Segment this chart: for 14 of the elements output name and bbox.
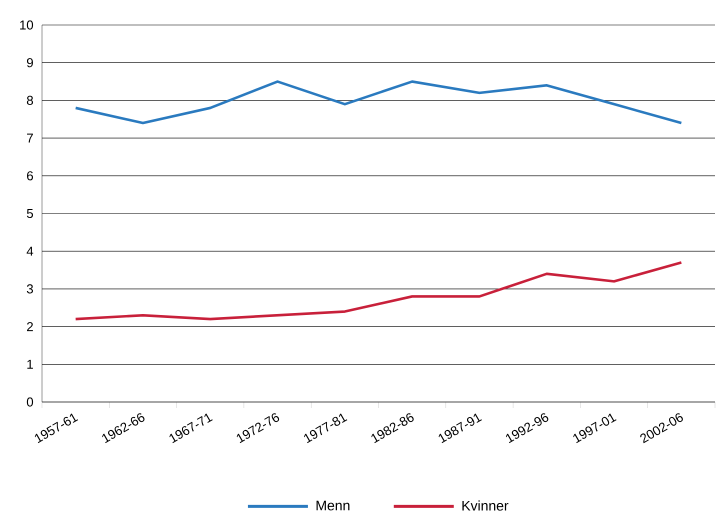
y-tick-label: 9 <box>26 58 33 68</box>
y-tick-label: 5 <box>26 208 34 218</box>
y-tick-label: 7 <box>27 134 33 143</box>
line-series <box>74 80 683 124</box>
y-tick-label: 3 <box>26 284 33 294</box>
y-tick-label: 8 <box>26 96 33 105</box>
y-tick-label: 6 <box>27 171 33 180</box>
y-tick-label: 2 <box>27 322 33 332</box>
y-tick-label: 0 <box>26 397 34 407</box>
legend-label: Menn <box>316 500 350 510</box>
y-tick-label: 1 <box>27 360 33 369</box>
y-tick-label: 4 <box>26 246 34 256</box>
y-tick-label: 10 <box>20 20 34 30</box>
legend-label: Kvinner <box>462 500 508 511</box>
